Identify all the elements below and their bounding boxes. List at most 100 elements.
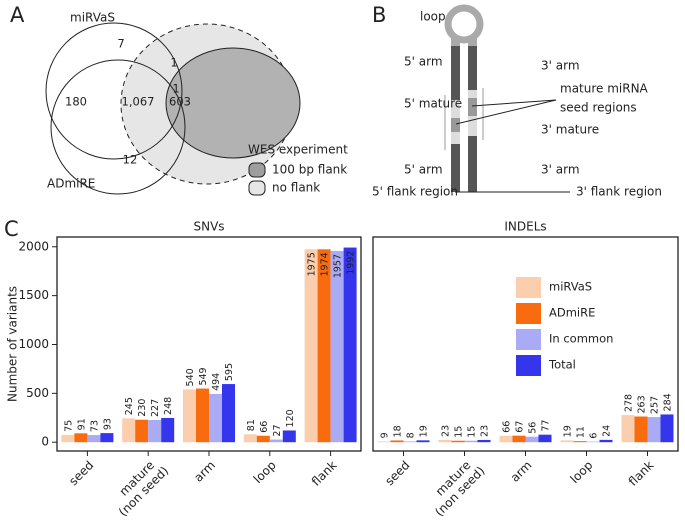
bar: [330, 250, 344, 443]
region-count: 180: [65, 95, 87, 109]
panel-letter: B: [372, 3, 386, 27]
hairpin-label: 3' flank region: [576, 185, 662, 199]
x-tick-label: flank: [308, 458, 339, 489]
legend-label: 100 bp flank: [272, 163, 347, 177]
x-tick-line: arm: [191, 458, 218, 485]
bar: [621, 415, 635, 443]
x-tick-label: loop: [250, 458, 278, 486]
value-label: 284: [663, 393, 674, 411]
bar: [282, 430, 296, 443]
value-label: 278: [624, 394, 635, 412]
legend-swatch: [248, 180, 266, 196]
x-tick-label: arm: [191, 458, 218, 485]
y-tick-label: 1000: [18, 337, 49, 351]
bar: [222, 384, 235, 443]
bar: [243, 434, 257, 443]
bar: [304, 249, 318, 443]
value-label: 11: [576, 426, 587, 438]
value-label: 227: [150, 399, 161, 417]
bar: [416, 440, 430, 443]
y-axis-label: Number of variants: [6, 286, 20, 402]
bar: [512, 435, 526, 443]
legend-label: Total: [548, 358, 576, 372]
region-count: 1: [170, 56, 177, 70]
bar: [599, 439, 613, 443]
hairpin-label: 5' arm: [404, 55, 443, 69]
value-label: 8: [406, 432, 417, 438]
legend-swatch: [516, 355, 541, 376]
value-label: 120: [285, 409, 296, 427]
x-tick-line: arm: [507, 458, 534, 485]
legend-label: In common: [549, 332, 613, 346]
value-label: 263: [637, 395, 648, 413]
value-label: 6: [589, 433, 600, 439]
bar: [634, 416, 648, 443]
region-count: 603: [169, 95, 191, 109]
x-tick-line: loop: [567, 458, 595, 486]
bar: [525, 436, 539, 443]
bar: [256, 435, 270, 443]
set-label: ADmiRE: [47, 177, 95, 191]
value-label: 595: [224, 363, 235, 381]
callout-line: [471, 99, 557, 107]
value-label: 1974: [320, 252, 331, 276]
bar: [183, 389, 196, 443]
value-label: 9: [380, 432, 391, 438]
value-label: 494: [211, 373, 222, 391]
x-tick-line: loop: [250, 458, 278, 486]
bar: [438, 439, 452, 443]
hairpin-label: 3' arm: [541, 59, 580, 73]
bar: [74, 433, 88, 443]
value-label: 19: [563, 425, 574, 437]
bar: [148, 420, 162, 443]
hairpin-label: 3' mature: [541, 123, 599, 137]
bar: [269, 439, 283, 443]
legend-swatch: [516, 329, 541, 350]
legend-swatch: [248, 162, 266, 178]
legend-swatch: [516, 303, 541, 324]
x-tick-line: seed: [382, 458, 412, 488]
panel-letter: C: [4, 217, 19, 241]
loop-shape: [444, 4, 484, 44]
value-label: 77: [541, 420, 552, 432]
bar: [390, 440, 404, 443]
bar: [135, 419, 149, 443]
stem: [468, 38, 477, 46]
bar: [209, 393, 222, 443]
mirvas-set: [45, 22, 183, 160]
bar: [660, 414, 674, 443]
value-label: 15: [454, 426, 465, 438]
value-label: 24: [602, 425, 613, 437]
x-tick-label: flank: [625, 458, 656, 489]
value-label: 23: [480, 425, 491, 437]
bar: [122, 418, 136, 443]
bar: [403, 441, 417, 443]
x-tick-label: mature(non seed): [422, 453, 487, 518]
region-count: 1,067: [122, 95, 155, 109]
value-label: 540: [185, 368, 196, 386]
hairpin: loop 5' arm 3' arm 5' mature 3' mature 5…: [372, 4, 662, 199]
value-label: 18: [393, 425, 404, 437]
value-label: 67: [515, 421, 526, 433]
x-tick-label: mature(non seed): [106, 453, 171, 518]
value-label: 75: [63, 420, 74, 432]
bar: [451, 440, 465, 443]
value-label: 73: [89, 420, 100, 432]
legend-label: no flank: [272, 181, 320, 195]
value-label: 81: [246, 419, 257, 431]
hairpin-label: 5' flank region: [372, 185, 458, 199]
callout-label: mature miRNA: [560, 82, 649, 96]
value-label: 66: [259, 421, 270, 433]
bar: [538, 434, 552, 443]
bar: [100, 433, 114, 443]
value-label: 248: [163, 397, 174, 415]
value-label: 257: [650, 396, 661, 414]
admire-set: [50, 59, 186, 195]
region-count: 1: [172, 82, 179, 96]
bar: [647, 417, 661, 443]
bar: [161, 417, 175, 443]
set-label: miRVaS: [70, 11, 115, 25]
value-label: 549: [198, 367, 209, 385]
hairpin-label: 3' arm: [541, 163, 580, 177]
